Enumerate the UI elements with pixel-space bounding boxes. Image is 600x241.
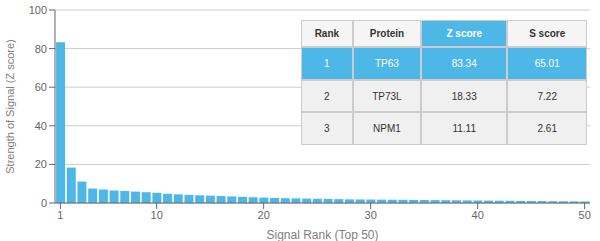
html-text:65.01: 65.01 [534,58,560,69]
html-text:Rank: Rank [314,27,340,39]
html-text:Protein: Protein [369,27,405,39]
svg-text:100: 100 [29,4,47,16]
svg-text:20: 20 [35,158,47,170]
html-text:11.11: 11.11 [452,123,476,135]
html-text:Z score: Z score [446,27,482,39]
html-text:TP73L: TP73L [372,90,402,102]
svg-text:0: 0 [41,197,47,209]
html-text:7.22: 7.22 [537,90,557,102]
svg-text:60: 60 [35,81,47,93]
svg-text:Signal Rank (Top 50): Signal Rank (Top 50) [266,228,378,241]
svg-text:20: 20 [258,209,270,221]
html-text:NPM1: NPM1 [373,123,401,135]
svg-text:40: 40 [472,209,484,221]
svg-text:10: 10 [151,209,163,221]
html-text:TP63: TP63 [375,58,399,69]
html-text:1: 1 [324,58,330,69]
html-text:S score: S score [529,27,566,39]
html-text:3: 3 [324,123,330,135]
svg-text:1: 1 [57,209,63,221]
svg-text:50: 50 [579,209,591,221]
svg-text:80: 80 [35,43,47,55]
svg-text:30: 30 [365,209,377,221]
html-text:18.33: 18.33 [451,90,477,102]
html-text:2: 2 [324,90,330,102]
svg-text:40: 40 [35,120,47,132]
svg-text:Strength of Signal (Z score): Strength of Signal (Z score) [8,39,16,174]
html-text:83.34: 83.34 [451,58,477,69]
html-text:2.61: 2.61 [537,123,557,135]
